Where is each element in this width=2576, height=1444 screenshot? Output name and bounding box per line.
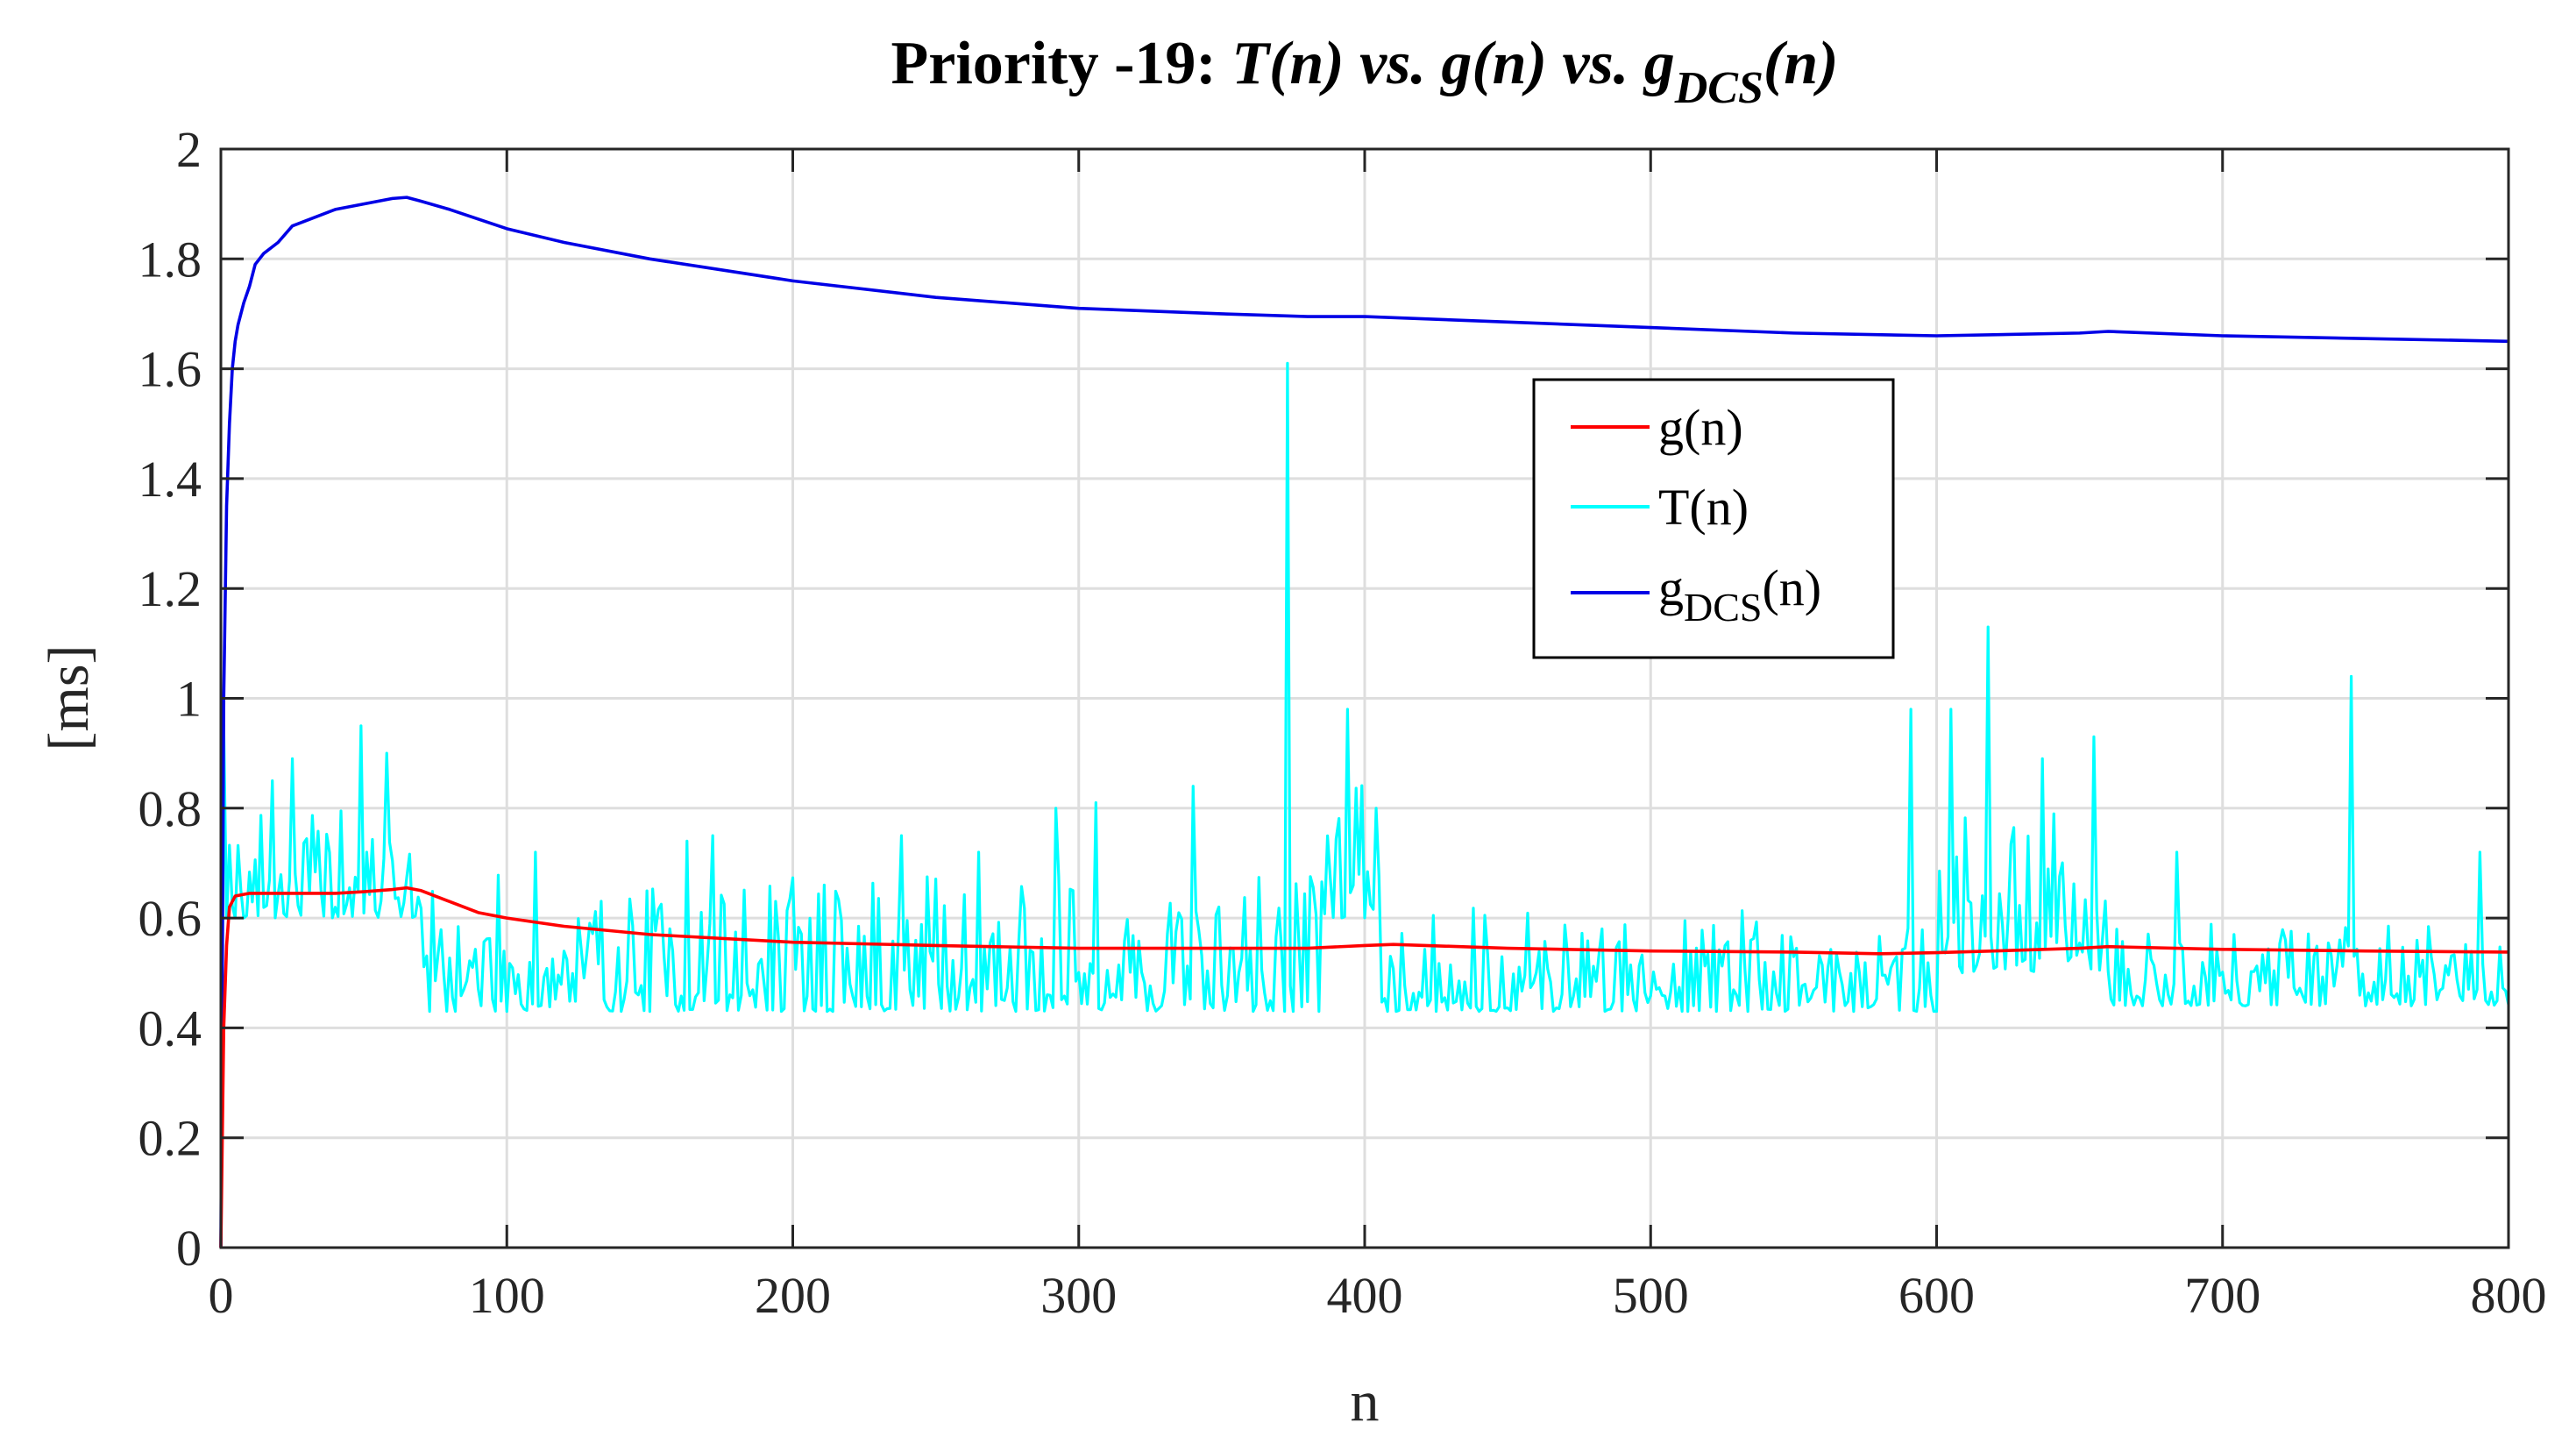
series-line-g bbox=[219, 886, 2509, 1248]
y-tick-label: 1 bbox=[176, 671, 202, 728]
tick-marks bbox=[219, 147, 2510, 1249]
y-tick-label: 0.4 bbox=[138, 999, 202, 1056]
series-layer bbox=[219, 196, 2510, 1248]
x-tick-label: 400 bbox=[1327, 1267, 1403, 1324]
y-tick-label: 1.8 bbox=[138, 231, 202, 288]
title-prefix: Priority -19: bbox=[891, 30, 1232, 97]
legend: g(n) T(n) gDCS(n) bbox=[1532, 378, 1895, 659]
y-tick-label: 2 bbox=[176, 121, 202, 178]
x-tick-label: 600 bbox=[1898, 1267, 1975, 1324]
y-tick-label: 0.8 bbox=[138, 780, 202, 837]
y-tick-label: 0.2 bbox=[138, 1110, 202, 1167]
title-vs-1: vs. bbox=[1345, 30, 1442, 97]
title-g: g(n) bbox=[1439, 30, 1547, 97]
series-line-gdcs bbox=[219, 196, 2509, 1248]
x-tick-label: 700 bbox=[2184, 1267, 2260, 1324]
x-tick-label: 0 bbox=[209, 1267, 234, 1324]
legend-label-t: T(n) bbox=[1658, 479, 1749, 536]
title-gdcs-suffix: (n) bbox=[1763, 30, 1839, 97]
legend-label-gdcs: gDCS(n) bbox=[1658, 559, 1821, 630]
y-axis-label: [ms] bbox=[37, 645, 101, 751]
x-tick-label: 200 bbox=[755, 1267, 831, 1324]
title-gdcs-base: g bbox=[1643, 30, 1675, 97]
y-tick-label: 0.6 bbox=[138, 890, 202, 947]
x-tick-label: 100 bbox=[469, 1267, 545, 1324]
x-tick-label: 500 bbox=[1613, 1267, 1689, 1324]
y-tick-label: 0 bbox=[176, 1220, 202, 1277]
legend-gdcs-suffix: (n) bbox=[1762, 559, 1821, 616]
y-tick-label: 1.4 bbox=[138, 451, 202, 508]
title-gdcs-sub: DCS bbox=[1674, 63, 1763, 113]
series-line-t bbox=[219, 361, 2510, 1248]
title-vs-2: vs. bbox=[1547, 30, 1644, 97]
legend-gdcs-sub: DCS bbox=[1684, 585, 1762, 630]
chart-title: Priority -19: T(n) vs. g(n) vs. gDCS(n) bbox=[891, 30, 1839, 113]
x-tick-label: 300 bbox=[1040, 1267, 1117, 1324]
title-t: T(n) bbox=[1231, 30, 1344, 97]
x-tick-labels: 0 100 200 300 400 500 600 700 800 bbox=[209, 1267, 2547, 1324]
x-axis-label: n bbox=[1351, 1369, 1380, 1433]
legend-label-g: g(n) bbox=[1658, 399, 1743, 456]
y-tick-label: 1.6 bbox=[138, 341, 202, 398]
x-tick-label: 800 bbox=[2471, 1267, 2547, 1324]
grid bbox=[221, 149, 2509, 1248]
y-tick-labels: 0 0.2 0.4 0.6 0.8 1 1.2 1.4 1.6 1.8 2 bbox=[138, 121, 202, 1277]
y-tick-label: 1.2 bbox=[138, 560, 202, 617]
legend-gdcs-base: g bbox=[1658, 559, 1684, 616]
